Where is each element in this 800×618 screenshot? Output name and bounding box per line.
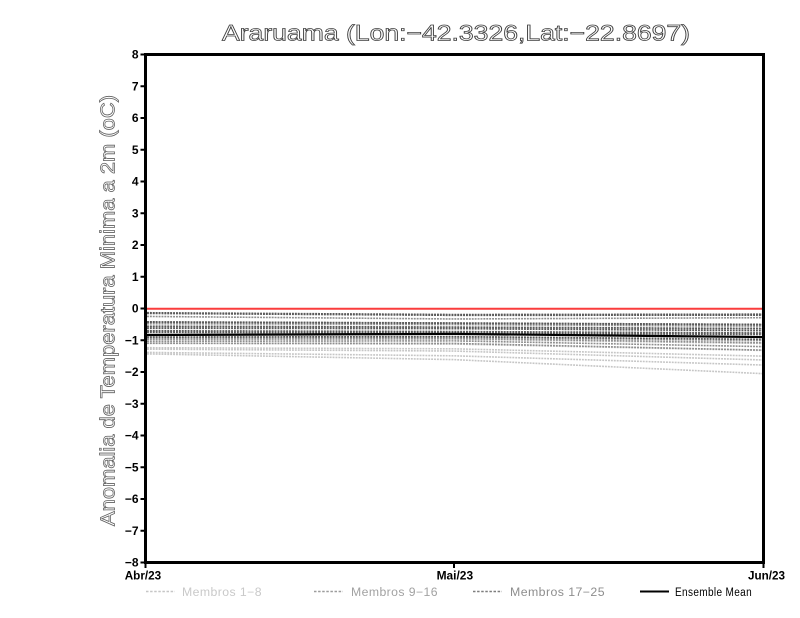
svg-text:−8: −8 <box>125 556 139 570</box>
svg-text:Membros 17−25: Membros 17−25 <box>510 587 605 599</box>
svg-text:Abr/23: Abr/23 <box>125 569 162 583</box>
svg-text:6: 6 <box>132 111 139 125</box>
svg-text:1: 1 <box>132 270 139 284</box>
svg-text:Anomalia de Temperatura Minima: Anomalia de Temperatura Minima a 2m (oC) <box>98 95 120 526</box>
svg-text:4: 4 <box>132 175 139 189</box>
svg-text:Membros 9−16: Membros 9−16 <box>351 587 438 599</box>
svg-text:3: 3 <box>132 206 139 220</box>
svg-text:−5: −5 <box>125 460 139 474</box>
svg-text:2: 2 <box>132 238 139 252</box>
svg-text:Jun/23: Jun/23 <box>748 569 785 583</box>
svg-text:8: 8 <box>132 48 139 62</box>
svg-text:−4: −4 <box>125 429 139 443</box>
svg-text:−2: −2 <box>125 365 139 379</box>
svg-text:−6: −6 <box>125 492 139 506</box>
svg-text:−1: −1 <box>125 333 139 347</box>
svg-text:7: 7 <box>132 79 139 93</box>
svg-text:5: 5 <box>132 143 139 157</box>
svg-text:Ensemble Mean: Ensemble Mean <box>675 587 752 599</box>
svg-text:−7: −7 <box>125 524 139 538</box>
svg-text:Araruama (Lon:−42.3326,Lat:−22: Araruama (Lon:−42.3326,Lat:−22.8697) <box>222 21 690 46</box>
svg-text:−3: −3 <box>125 397 139 411</box>
svg-text:Mai/23: Mai/23 <box>437 569 474 583</box>
svg-text:Membros 1−8: Membros 1−8 <box>182 587 262 599</box>
svg-text:0: 0 <box>132 302 139 316</box>
